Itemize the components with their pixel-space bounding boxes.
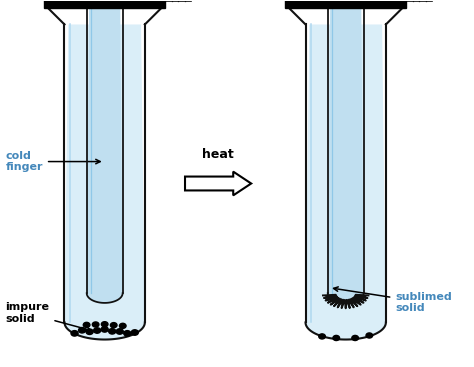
Text: heat: heat bbox=[202, 148, 234, 161]
Circle shape bbox=[83, 322, 90, 327]
FancyArrow shape bbox=[185, 172, 251, 195]
Circle shape bbox=[101, 321, 108, 327]
Text: impure
solid: impure solid bbox=[5, 302, 91, 331]
Text: cold
finger: cold finger bbox=[5, 151, 100, 172]
Circle shape bbox=[366, 333, 373, 338]
Bar bbox=[406, 0, 432, 1]
Circle shape bbox=[131, 330, 138, 335]
Circle shape bbox=[71, 331, 78, 336]
Circle shape bbox=[124, 331, 131, 336]
Circle shape bbox=[93, 328, 100, 333]
Polygon shape bbox=[87, 8, 123, 303]
Circle shape bbox=[79, 327, 86, 333]
Circle shape bbox=[86, 329, 93, 334]
Bar bbox=[44, 0, 165, 8]
Polygon shape bbox=[64, 25, 145, 339]
Text: sublimed
solid: sublimed solid bbox=[334, 287, 452, 313]
Circle shape bbox=[92, 322, 99, 327]
Circle shape bbox=[319, 334, 325, 339]
Bar bbox=[285, 0, 406, 8]
Circle shape bbox=[109, 328, 116, 334]
Polygon shape bbox=[306, 25, 386, 339]
Circle shape bbox=[110, 323, 117, 328]
Circle shape bbox=[119, 323, 126, 328]
Circle shape bbox=[116, 329, 123, 334]
Bar bbox=[165, 0, 191, 1]
Circle shape bbox=[352, 335, 358, 341]
Polygon shape bbox=[328, 8, 364, 303]
Circle shape bbox=[101, 327, 108, 332]
Circle shape bbox=[333, 335, 339, 341]
